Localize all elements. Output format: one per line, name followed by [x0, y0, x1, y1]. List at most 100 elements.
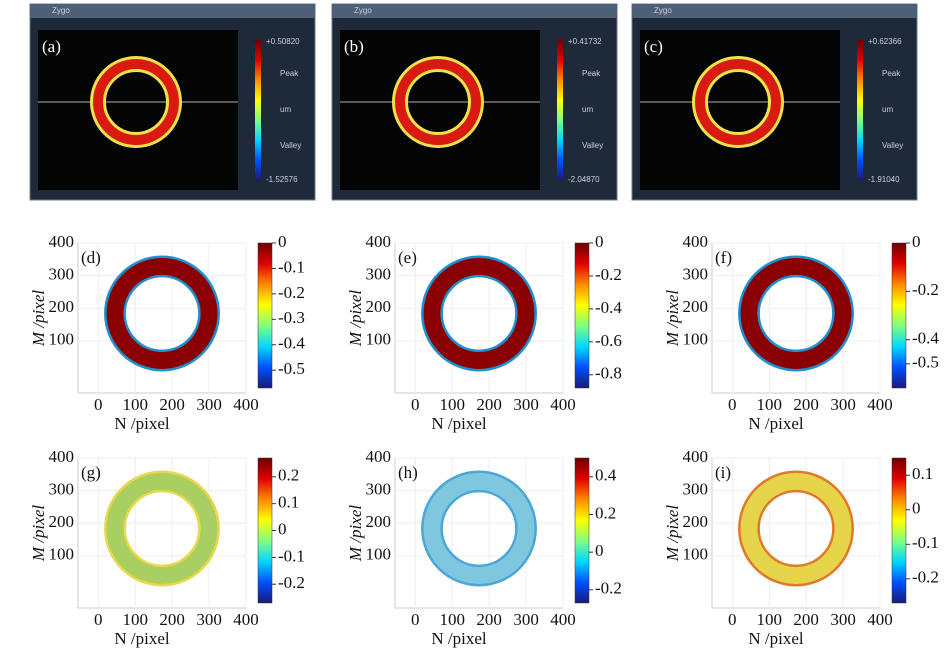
colorbar-tick-label: 0: [595, 541, 604, 560]
valley-label: Valley: [582, 141, 603, 150]
x-axis-label: N /pixel: [114, 629, 170, 648]
x-tick-label: 200: [793, 610, 819, 629]
x-tick-label: 200: [159, 395, 185, 414]
title-bar: [30, 4, 315, 18]
colorbar-tick-label: -0.3: [278, 308, 305, 327]
x-tick-label: 0: [728, 395, 737, 414]
y-tick-label: 100: [49, 545, 75, 564]
colorbar: [257, 457, 273, 604]
colorbar-tick-label: 0: [278, 232, 287, 251]
peak-label: Peak: [280, 69, 299, 78]
panel-label: (e): [398, 248, 417, 267]
x-tick-label: 400: [867, 395, 893, 414]
x-axis-label: N /pixel: [114, 414, 170, 433]
x-tick-label: 200: [476, 395, 502, 414]
colorbar: [257, 242, 273, 389]
y-tick-label: 100: [366, 330, 392, 349]
ring: [395, 59, 481, 145]
unit-label: um: [882, 105, 893, 114]
y-tick-label: 300: [683, 480, 709, 499]
colorbar-tick-label: 0.4: [595, 466, 617, 485]
x-tick-label: 300: [196, 395, 222, 414]
colorbar-tick-label: -0.2: [278, 283, 305, 302]
x-tick-label: 100: [439, 610, 465, 629]
x-tick-label: 200: [476, 610, 502, 629]
colorbar: [857, 40, 863, 180]
x-tick-label: 300: [513, 395, 539, 414]
y-axis-label: M /pixel: [663, 290, 682, 347]
x-axis-label: N /pixel: [431, 629, 487, 648]
x-tick-label: 0: [411, 610, 420, 629]
y-tick-label: 300: [49, 265, 75, 284]
ring: [740, 473, 852, 584]
colorbar-tick-label: -0.1: [278, 257, 305, 276]
panel-label: (f): [715, 248, 732, 267]
colorbar-tick-label: 0.2: [595, 503, 616, 522]
x-tick-label: 400: [233, 395, 259, 414]
y-tick-label: 300: [366, 265, 392, 284]
x-tick-label: 0: [728, 610, 737, 629]
x-tick-label: 300: [830, 610, 856, 629]
colorbar-tick-label: -0.8: [595, 364, 622, 383]
y-tick-label: 400: [366, 447, 392, 466]
min-label: -2.04870: [568, 175, 600, 184]
title-bar: [332, 4, 617, 18]
x-tick-label: 0: [411, 395, 420, 414]
y-tick-label: 400: [366, 232, 392, 251]
plot-area: [340, 30, 540, 190]
y-tick-label: 400: [49, 232, 75, 251]
y-tick-label: 200: [49, 297, 75, 316]
y-axis-label: M /pixel: [29, 290, 48, 347]
min-label: -1.52576: [266, 175, 298, 184]
colorbar-tick-label: -0.2: [912, 568, 939, 587]
x-tick-label: 300: [513, 610, 539, 629]
unit-label: um: [280, 105, 291, 114]
y-tick-label: 400: [683, 447, 709, 466]
y-tick-label: 100: [683, 545, 709, 564]
valley-label: Valley: [882, 141, 903, 150]
y-tick-label: 100: [366, 545, 392, 564]
x-tick-label: 200: [793, 395, 819, 414]
x-tick-label: 200: [159, 610, 185, 629]
x-tick-label: 100: [756, 395, 782, 414]
min-label: -1.91040: [868, 175, 900, 184]
x-tick-label: 100: [122, 395, 148, 414]
valley-label: Valley: [280, 141, 301, 150]
y-axis-label: M /pixel: [346, 505, 365, 562]
y-tick-label: 200: [49, 512, 75, 531]
colorbar: [574, 457, 590, 604]
y-tick-label: 300: [366, 480, 392, 499]
max-label: +0.62366: [868, 37, 902, 46]
ring: [106, 473, 218, 584]
x-tick-label: 0: [94, 610, 103, 629]
ring: [740, 258, 852, 369]
panel-label: (b): [344, 37, 364, 56]
colorbar-tick-label: 0: [912, 499, 921, 518]
x-tick-label: 100: [756, 610, 782, 629]
colorbar-tick-label: 0.2: [278, 466, 299, 485]
x-tick-label: 400: [550, 610, 576, 629]
colorbar-tick-label: -0.2: [912, 280, 939, 299]
x-tick-label: 400: [550, 395, 576, 414]
y-tick-label: 400: [49, 447, 75, 466]
y-tick-label: 200: [366, 512, 392, 531]
y-axis-label: M /pixel: [663, 505, 682, 562]
colorbar-tick-label: -0.6: [595, 331, 622, 350]
unit-label: um: [582, 105, 593, 114]
colorbar-tick-label: -0.1: [278, 546, 305, 565]
title-bar: [632, 4, 917, 18]
colorbar-tick-label: -0.5: [912, 353, 939, 372]
y-tick-label: 100: [683, 330, 709, 349]
y-tick-label: 200: [683, 297, 709, 316]
panel-label: (g): [81, 463, 101, 482]
panel-label: (d): [81, 248, 101, 267]
ring: [106, 258, 218, 369]
peak-label: Peak: [582, 69, 601, 78]
x-tick-label: 100: [122, 610, 148, 629]
panel-label: (i): [715, 463, 731, 482]
colorbar-tick-label: -0.5: [278, 359, 305, 378]
panel-label: (a): [42, 37, 61, 56]
colorbar-tick-label: -0.2: [595, 265, 622, 284]
max-label: +0.50820: [266, 37, 300, 46]
y-tick-label: 100: [49, 330, 75, 349]
